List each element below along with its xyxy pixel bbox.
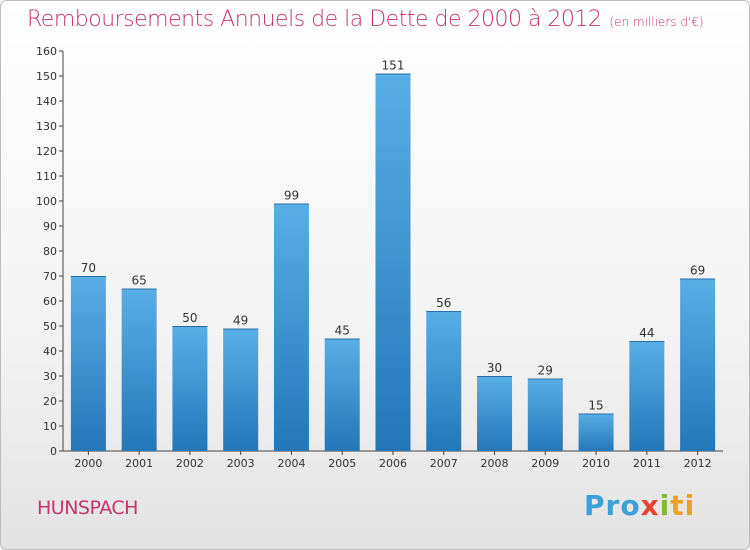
y-tick-label: 100 (36, 195, 57, 208)
axes: 0 10 20 30 40 50 60 70 80 90 100 110 120 130 140 150 160… (36, 45, 723, 470)
y-tick-label: 60 (43, 295, 57, 308)
bar (273, 203, 309, 451)
data-label: 70 (81, 261, 96, 275)
x-tick-label: 2005 (328, 457, 356, 470)
bar (375, 73, 411, 451)
y-tick-label: 140 (36, 95, 57, 108)
data-label: 44 (639, 326, 654, 340)
logo-part: x (640, 489, 660, 522)
x-tick-label: 2006 (379, 457, 407, 470)
data-label: 30 (487, 361, 502, 375)
bar (680, 278, 716, 451)
x-tick-label: 2011 (633, 457, 661, 470)
y-tick-label: 130 (36, 120, 57, 133)
x-tick-label: 2004 (277, 457, 305, 470)
x-tick-label: 2009 (531, 457, 559, 470)
chart-subtitle: (en milliers d'€) (609, 15, 704, 29)
chart-title: Remboursements Annuels de la Dette de 20… (27, 7, 704, 32)
y-tick-label: 30 (43, 370, 57, 383)
data-label: 45 (335, 324, 350, 338)
proxiti-logo: Proxiti (584, 489, 695, 522)
x-tick-label: 2003 (227, 457, 255, 470)
data-label: 56 (436, 296, 451, 310)
bar (527, 378, 563, 451)
data-label: 50 (182, 311, 197, 325)
bar (70, 276, 106, 451)
y-tick-label: 90 (43, 220, 57, 233)
data-label: 65 (132, 274, 147, 288)
data-label: 15 (588, 399, 603, 413)
y-tick-label: 70 (43, 270, 57, 283)
logo-part: ti (670, 489, 696, 522)
y-tick-label: 10 (43, 420, 57, 433)
bar (172, 326, 208, 451)
bar (324, 338, 360, 451)
bar (578, 413, 614, 451)
city-name: HUNSPACH (37, 497, 138, 519)
y-tick-label: 160 (36, 45, 57, 58)
bar (477, 376, 513, 451)
data-label: 29 (538, 364, 553, 378)
bar (121, 288, 157, 451)
data-label: 69 (690, 264, 705, 278)
data-label: 151 (382, 59, 405, 73)
x-tick-label: 2000 (74, 457, 102, 470)
x-tick-label: 2007 (430, 457, 458, 470)
y-tick-label: 80 (43, 245, 57, 258)
data-label: 49 (233, 314, 248, 328)
bar (629, 341, 665, 451)
x-tick-label: 2012 (684, 457, 712, 470)
bar (426, 311, 462, 451)
bar (223, 328, 259, 451)
x-tick-label: 2001 (125, 457, 153, 470)
x-tick-label: 2002 (176, 457, 204, 470)
logo-part: i (659, 489, 671, 522)
y-tick-label: 120 (36, 145, 57, 158)
y-tick-label: 50 (43, 320, 57, 333)
x-tick-label: 2008 (481, 457, 509, 470)
logo-part: Pro (584, 489, 641, 522)
data-label: 99 (284, 189, 299, 203)
y-tick-label: 150 (36, 70, 57, 83)
y-tick-label: 20 (43, 395, 57, 408)
x-tick-label: 2010 (582, 457, 610, 470)
bars: 70 65 50 49 99 45 151 56 30 29 15 44 69 (70, 59, 716, 451)
y-tick-label: 110 (36, 170, 57, 183)
y-tick-label: 0 (50, 445, 57, 458)
y-tick-label: 40 (43, 345, 57, 358)
